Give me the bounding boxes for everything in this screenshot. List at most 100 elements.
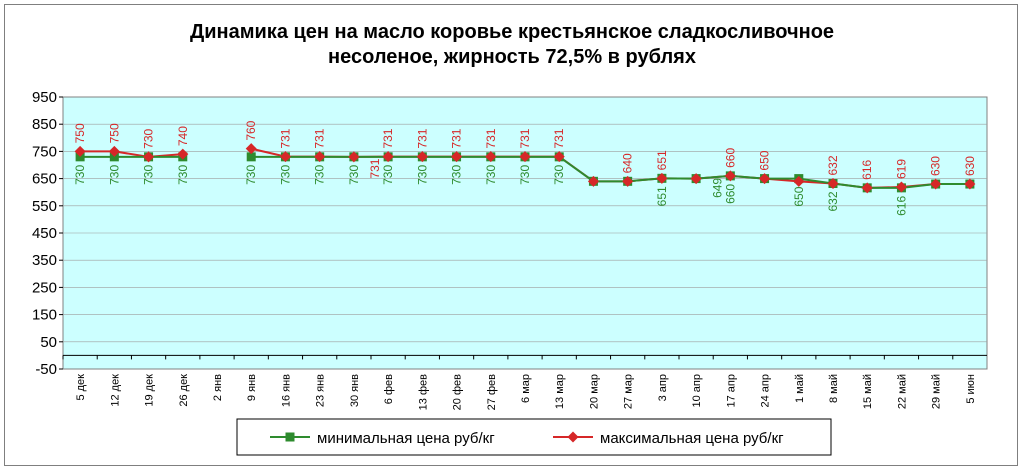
data-label-min: 730 xyxy=(73,165,87,185)
y-tick-label: -50 xyxy=(35,361,57,378)
y-tick-label: 950 xyxy=(32,89,57,106)
series-markers xyxy=(74,143,976,194)
y-tick-label: 250 xyxy=(32,279,57,296)
point-min xyxy=(246,152,256,162)
x-tick-label: 10 апр xyxy=(691,374,703,407)
x-tick-label: 5 июн xyxy=(965,374,977,404)
legend-marker-min xyxy=(285,432,295,442)
data-label-min: 730 xyxy=(415,165,429,185)
data-label-min: 730 xyxy=(552,165,566,185)
x-tick-label: 6 мар xyxy=(520,374,532,403)
data-label-max: 730 xyxy=(142,128,156,148)
point-max xyxy=(519,151,531,163)
y-axis: 950 850 750 650 550 450 350 250 150 50 -50 xyxy=(32,89,63,378)
x-tick-label: 13 фев xyxy=(417,374,429,410)
data-label-max: 731 xyxy=(381,128,395,148)
x-tick-label: 3 апр xyxy=(657,374,669,401)
x-tick-label: 27 мар xyxy=(623,374,635,409)
data-labels: 730 730 730 730 730 730 730 730 730 730 730 730 730 7… xyxy=(73,120,977,216)
point-max xyxy=(74,145,86,157)
point-max xyxy=(964,178,976,190)
data-label-extra: 649 xyxy=(710,178,724,198)
data-label-max: 731 xyxy=(484,128,498,148)
legend-label-max: максимальная цена руб/кг xyxy=(600,430,784,447)
data-label-max: 750 xyxy=(107,123,121,143)
data-label-max: 616 xyxy=(860,160,874,180)
data-label-max: 731 xyxy=(552,128,566,148)
point-max xyxy=(793,175,805,187)
series-line-1 xyxy=(80,150,183,158)
data-label-min: 730 xyxy=(347,165,361,185)
data-label-max: 630 xyxy=(963,156,977,176)
x-tick-label: 6 фев xyxy=(383,374,395,404)
point-max xyxy=(143,151,155,163)
legend: минимальная цена руб/кг максимальная цен… xyxy=(236,418,832,456)
data-label-min: 730 xyxy=(176,165,190,185)
data-label-min: 730 xyxy=(450,165,464,185)
point-max xyxy=(245,143,257,155)
point-max xyxy=(622,175,634,187)
x-tick-label: 16 янв xyxy=(280,374,292,407)
point-max xyxy=(724,170,736,182)
x-tick-label: 22 май xyxy=(896,374,908,409)
x-tick-label: 13 мар xyxy=(554,374,566,409)
point-max xyxy=(348,151,360,163)
point-max xyxy=(861,182,873,194)
point-max xyxy=(485,151,497,163)
data-label-min: 730 xyxy=(381,165,395,185)
point-max xyxy=(690,173,702,185)
point-max xyxy=(279,151,291,163)
x-tick-label: 29 май xyxy=(931,374,943,409)
x-tick-label: 20 фев xyxy=(452,374,464,410)
point-max xyxy=(827,177,839,189)
chart-title: Динамика цен на масло коровье крестьянск… xyxy=(0,20,1024,70)
data-label-max: 630 xyxy=(929,156,943,176)
data-label-extra: 731 xyxy=(368,158,382,178)
legend-marker-max xyxy=(567,431,579,443)
x-tick-label: 20 мар xyxy=(588,374,600,409)
x-tick-label: 5 дек xyxy=(75,374,87,401)
x-tick-label: 2 янв xyxy=(212,374,224,401)
x-tick-label: 26 дек xyxy=(178,374,190,407)
data-label-max: 731 xyxy=(313,128,327,148)
data-label-min: 616 xyxy=(894,196,908,216)
legend-box xyxy=(236,418,832,456)
x-tick-label: 1 май xyxy=(794,374,806,403)
data-label-min: 651 xyxy=(655,186,669,206)
data-label-min: 730 xyxy=(142,165,156,185)
point-max xyxy=(587,175,599,187)
y-tick-label: 150 xyxy=(32,307,57,324)
x-tick-label: 30 янв xyxy=(349,374,361,407)
y-tick-label: 350 xyxy=(32,252,57,269)
x-tick-label: 9 янв xyxy=(246,374,258,401)
data-label-min: 730 xyxy=(107,165,121,185)
data-label-max: 750 xyxy=(73,123,87,143)
data-label-min: 660 xyxy=(723,184,737,204)
data-label-max: 731 xyxy=(518,128,532,148)
point-max xyxy=(416,151,428,163)
point-max xyxy=(895,181,907,193)
data-label-max: 640 xyxy=(621,153,635,173)
x-tick-label: 8 май xyxy=(828,374,840,403)
data-label-max: 651 xyxy=(655,150,669,170)
point-max xyxy=(656,172,668,184)
data-label-max: 731 xyxy=(278,128,292,148)
point-max xyxy=(177,148,189,160)
data-label-min: 650 xyxy=(792,186,806,206)
data-label-max: 731 xyxy=(415,128,429,148)
series-lines xyxy=(80,147,970,189)
x-tick-label: 17 апр xyxy=(725,374,737,407)
chart-title-line2: несоленое, жирность 72,5% в рублях xyxy=(328,46,696,68)
legend-label-min: минимальная цена руб/кг xyxy=(317,430,495,447)
data-label-max: 660 xyxy=(723,148,737,168)
point-max xyxy=(314,151,326,163)
data-label-min: 730 xyxy=(518,165,532,185)
x-tick-label: 12 дек xyxy=(109,374,121,407)
data-label-min: 730 xyxy=(278,165,292,185)
y-tick-label: 850 xyxy=(32,116,57,133)
y-tick-label: 750 xyxy=(32,143,57,160)
point-max xyxy=(759,173,771,185)
point-max xyxy=(451,151,463,163)
x-tick-label: 19 дек xyxy=(144,374,156,407)
